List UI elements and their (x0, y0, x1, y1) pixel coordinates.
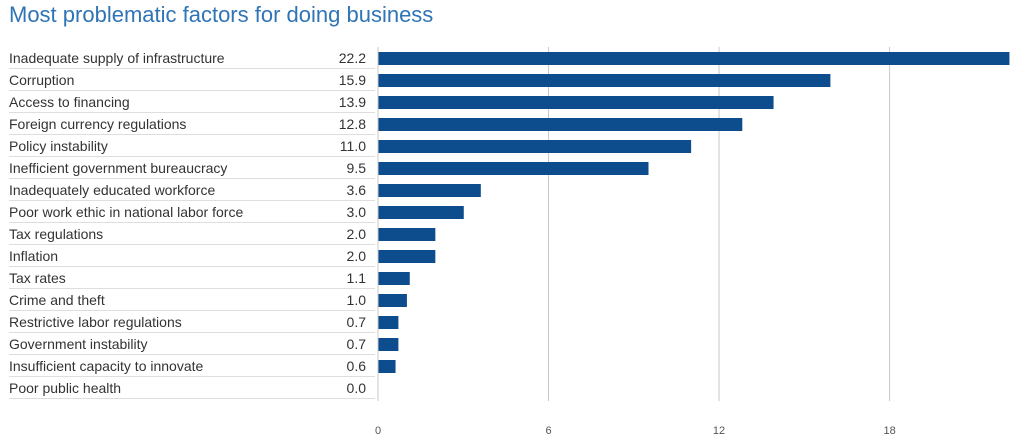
category-row: Tax regulations 2.0 (9, 223, 375, 245)
bar (378, 294, 407, 307)
category-label: Inadequate supply of infrastructure (9, 50, 225, 66)
category-label: Foreign currency regulations (9, 116, 187, 132)
bar (378, 228, 436, 241)
value-label: 2.0 (346, 226, 366, 242)
category-row: Corruption 15.9 (9, 69, 375, 91)
category-row: Insufficient capacity to innovate 0.6 (9, 355, 375, 377)
category-row: Access to financing 13.9 (9, 91, 375, 113)
category-label-list: Inadequate supply of infrastructure 22.2 C… (9, 47, 375, 399)
value-label: 3.0 (346, 204, 366, 220)
category-row: Restrictive labor regulations 0.7 (9, 311, 375, 333)
category-row: Foreign currency regulations 12.8 (9, 113, 375, 135)
bar (378, 184, 481, 197)
category-row: Inflation 2.0 (9, 245, 375, 267)
category-label: Government instability (9, 336, 148, 352)
value-label: 13.9 (338, 94, 366, 110)
category-row: Inadequate supply of infrastructure 22.2 (9, 47, 375, 69)
value-label: 11.0 (339, 138, 366, 154)
category-row: Crime and theft 1.0 (9, 289, 375, 311)
category-row: Poor public health 0.0 (9, 377, 375, 399)
value-label: 1.1 (346, 270, 366, 286)
chart-title: Most problematic factors for doing busin… (9, 2, 434, 27)
bar (378, 140, 692, 153)
category-label: Inefficient government bureaucracy (9, 160, 228, 176)
x-tick-label: 6 (545, 425, 551, 437)
bar (378, 206, 464, 219)
x-tick-label: 0 (375, 425, 381, 437)
value-label: 2.0 (346, 248, 366, 264)
bar (378, 52, 1010, 65)
x-tick-label: 18 (883, 425, 895, 437)
value-label: 22.2 (338, 50, 366, 66)
bar (378, 96, 774, 109)
value-label: 3.6 (346, 182, 366, 198)
category-label: Tax regulations (9, 226, 104, 242)
bar (378, 360, 396, 373)
bar (378, 250, 436, 263)
bar (378, 338, 399, 351)
category-label: Access to financing (9, 94, 130, 110)
category-label: Tax rates (9, 270, 66, 286)
bar (378, 118, 743, 131)
value-label: 0.7 (346, 336, 366, 352)
value-label: 9.5 (346, 160, 366, 176)
value-label: 15.9 (338, 72, 366, 88)
category-label: Policy instability (9, 138, 108, 154)
category-row: Poor work ethic in national labor force 3… (9, 201, 375, 223)
bar (378, 316, 399, 329)
category-label: Crime and theft (9, 292, 105, 308)
category-label: Poor work ethic in national labor force (9, 204, 244, 220)
category-label: Inflation (9, 248, 59, 264)
value-label: 0.6 (346, 358, 366, 374)
value-label: 12.8 (338, 116, 366, 132)
category-label: Poor public health (9, 380, 122, 396)
category-row: Tax rates 1.1 (9, 267, 375, 289)
category-row: Inefficient government bureaucracy 9.5 (9, 157, 375, 179)
category-label: Corruption (9, 72, 75, 88)
category-label: Insufficient capacity to innovate (9, 358, 204, 374)
bar (378, 272, 410, 285)
category-label: Inadequately educated workforce (9, 182, 216, 198)
value-label: 0.0 (346, 380, 366, 396)
x-tick-label: 12 (713, 425, 725, 437)
value-label: 0.7 (346, 314, 366, 330)
category-row: Inadequately educated workforce 3.6 (9, 179, 375, 201)
category-row: Government instability 0.7 (9, 333, 375, 355)
category-row: Policy instability 11.0 (9, 135, 375, 157)
category-label: Restrictive labor regulations (9, 314, 182, 330)
bar (378, 162, 649, 175)
bar (378, 74, 831, 87)
value-label: 1.0 (346, 292, 366, 308)
